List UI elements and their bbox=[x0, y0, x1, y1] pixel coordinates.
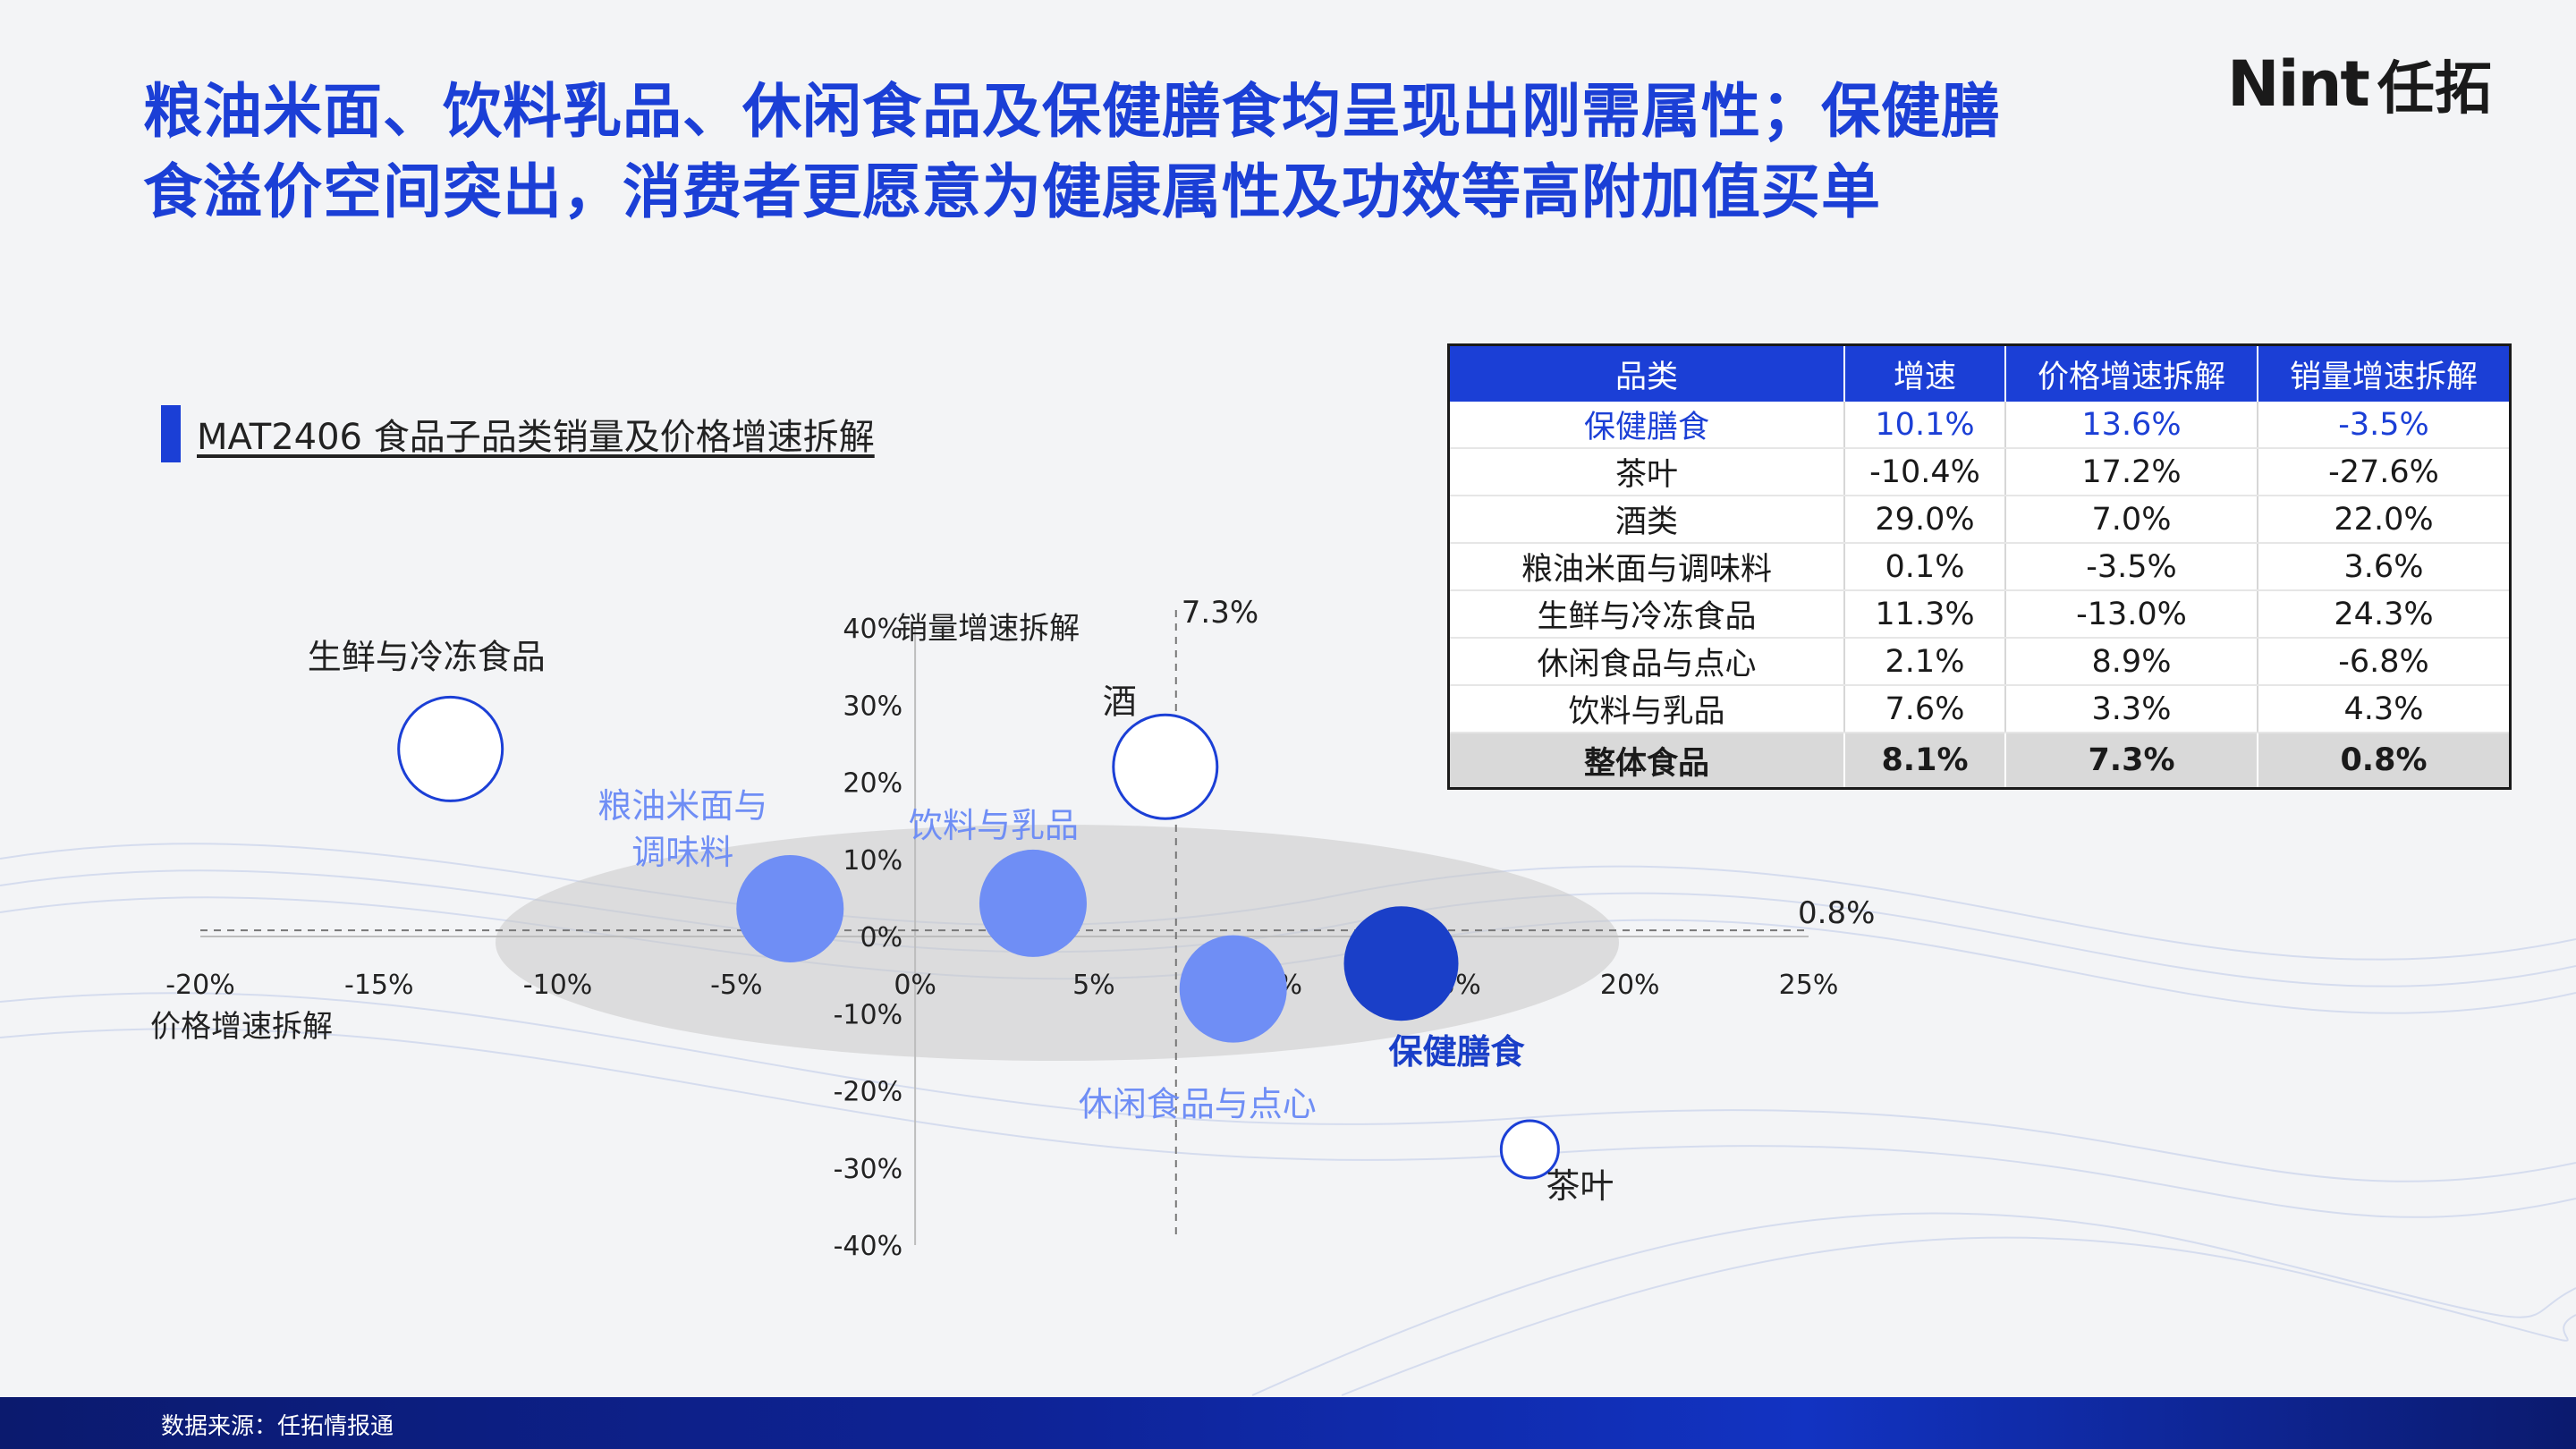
y-tick-label: 0% bbox=[860, 922, 903, 953]
table-cell: 24.3% bbox=[2257, 590, 2511, 639]
table-cell: 整体食品 bbox=[1448, 733, 1844, 790]
table-cell: 2.1% bbox=[1843, 638, 2005, 686]
table-total-row: 整体食品 8.1% 7.3% 0.8% bbox=[1448, 733, 2511, 790]
table-cell: 7.3% bbox=[2004, 733, 2258, 790]
logo-latin: Nint bbox=[2227, 47, 2370, 121]
table-cell: 8.1% bbox=[1843, 733, 2005, 790]
table-cell: 饮料与乳品 bbox=[1448, 685, 1844, 733]
table-cell: 22.0% bbox=[2257, 496, 2511, 544]
y-tick-label: -30% bbox=[834, 1154, 903, 1185]
growth-table: 品类 增速 价格增速拆解 销量增速拆解 保健膳食 10.1% 13.6% -3.… bbox=[1447, 343, 2512, 790]
x-tick-label: 0% bbox=[894, 970, 936, 1001]
bubble-label: 茶叶 bbox=[1546, 1166, 1614, 1206]
table-cell: 休闲食品与点心 bbox=[1448, 638, 1844, 686]
reference-label-volume: 0.8% bbox=[1798, 895, 1875, 931]
x-tick-label: 25% bbox=[1779, 970, 1839, 1001]
table-row: 酒类 29.0% 7.0% 22.0% bbox=[1448, 496, 2511, 544]
y-tick-label: 40% bbox=[843, 614, 902, 645]
data-source-note: 数据来源：任拓情报通 bbox=[161, 1413, 394, 1440]
table-cell: -10.4% bbox=[1843, 448, 2005, 496]
table-cell: -13.0% bbox=[2004, 590, 2258, 639]
x-axis-title: 价格增速拆解 bbox=[150, 1009, 333, 1045]
bubble-label: 保健膳食 bbox=[1388, 1032, 1525, 1072]
x-tick-label: -5% bbox=[710, 970, 762, 1001]
bubble-point bbox=[736, 854, 844, 962]
subtitle-accent-bar bbox=[161, 405, 181, 462]
table-row: 粮油米面与调味料 0.1% -3.5% 3.6% bbox=[1448, 543, 2511, 591]
growth-table-wrap: 品类 增速 价格增速拆解 销量增速拆解 保健膳食 10.1% 13.6% -3.… bbox=[1447, 343, 2512, 790]
subtitle-text: MAT2406 食品子品类销量及价格增速拆解 bbox=[197, 417, 875, 458]
table-cell: -3.5% bbox=[2004, 543, 2258, 591]
table-cell: 0.8% bbox=[2257, 733, 2511, 790]
table-cell: 酒类 bbox=[1448, 496, 1844, 544]
y-tick-label: 20% bbox=[843, 768, 902, 800]
y-axis-title: 销量增速拆解 bbox=[897, 611, 1080, 647]
table-cell: 7.0% bbox=[2004, 496, 2258, 544]
y-tick-label: -40% bbox=[834, 1231, 903, 1262]
table-cell: 生鲜与冷冻食品 bbox=[1448, 590, 1844, 639]
logo-cn: 任拓 bbox=[2377, 56, 2492, 123]
table-cell: 8.9% bbox=[2004, 638, 2258, 686]
reference-label-price: 7.3% bbox=[1182, 595, 1258, 631]
table-row: 休闲食品与点心 2.1% 8.9% -6.8% bbox=[1448, 638, 2511, 686]
footer-bar: 数据来源：任拓情报通 bbox=[0, 1397, 2576, 1449]
table-cell: 粮油米面与调味料 bbox=[1448, 543, 1844, 591]
chart-subtitle: MAT2406 食品子品类销量及价格增速拆解 bbox=[161, 404, 875, 463]
bubble-label: 生鲜与冷冻食品 bbox=[308, 637, 546, 676]
table-cell: -3.5% bbox=[2257, 402, 2511, 449]
bubble-label: 粮油米面与 bbox=[597, 786, 767, 826]
table-cell: 7.6% bbox=[1843, 685, 2005, 733]
table-cell: -6.8% bbox=[2257, 638, 2511, 686]
table-cell: 17.2% bbox=[2004, 448, 2258, 496]
table-row: 生鲜与冷冻食品 11.3% -13.0% 24.3% bbox=[1448, 590, 2511, 639]
bubble-label: 酒 bbox=[1103, 682, 1137, 721]
table-cell: 10.1% bbox=[1843, 402, 2005, 449]
headline-line-1: 粮油米面、饮料乳品、休闲食品及保健膳食均呈现出刚需属性；保健膳 bbox=[143, 77, 2001, 146]
y-tick-label: 30% bbox=[843, 691, 902, 722]
table-cell: -27.6% bbox=[2257, 448, 2511, 496]
x-tick-label: 20% bbox=[1600, 970, 1660, 1001]
table-row: 茶叶 -10.4% 17.2% -27.6% bbox=[1448, 448, 2511, 496]
headline: 粮油米面、饮料乳品、休闲食品及保健膳食均呈现出刚需属性；保健膳 食溢价空间突出，… bbox=[143, 72, 2165, 233]
nint-logo: Nint 任拓 bbox=[2227, 47, 2492, 123]
y-tick-label: -10% bbox=[834, 999, 903, 1030]
x-tick-label: -15% bbox=[344, 970, 414, 1001]
table-row: 保健膳食 10.1% 13.6% -3.5% bbox=[1448, 402, 2511, 449]
table-cell: 11.3% bbox=[1843, 590, 2005, 639]
bubble-point bbox=[979, 849, 1087, 957]
x-tick-label: -20% bbox=[165, 970, 235, 1001]
bubble-label: 休闲食品与点心 bbox=[1079, 1085, 1317, 1124]
table-cell: 保健膳食 bbox=[1448, 402, 1844, 449]
bubble-point bbox=[1112, 713, 1219, 820]
table-cell: 3.6% bbox=[2257, 543, 2511, 591]
table-row: 饮料与乳品 7.6% 3.3% 4.3% bbox=[1448, 685, 2511, 733]
table-cell: 茶叶 bbox=[1448, 448, 1844, 496]
table-cell: 13.6% bbox=[2004, 402, 2258, 449]
table-header-row: 品类 增速 价格增速拆解 销量增速拆解 bbox=[1448, 344, 2511, 402]
table-header-category: 品类 bbox=[1448, 344, 1844, 402]
y-tick-label: 10% bbox=[843, 845, 902, 877]
table-header-price: 价格增速拆解 bbox=[2004, 344, 2258, 402]
table-cell: 3.3% bbox=[2004, 685, 2258, 733]
bubble-point bbox=[1499, 1119, 1560, 1180]
y-tick-label: -20% bbox=[834, 1077, 903, 1108]
bubble-label: 饮料与乳品 bbox=[909, 806, 1079, 845]
table-header-volume: 销量增速拆解 bbox=[2257, 344, 2511, 402]
table-cell: 0.1% bbox=[1843, 543, 2005, 591]
table-cell: 4.3% bbox=[2257, 685, 2511, 733]
x-tick-label: 5% bbox=[1072, 970, 1115, 1001]
bubble-point bbox=[1343, 906, 1459, 1021]
headline-line-2: 食溢价空间突出，消费者更愿意为健康属性及功效等高附加值买单 bbox=[143, 157, 1881, 226]
x-tick-label: -10% bbox=[523, 970, 593, 1001]
bubble-label: 调味料 bbox=[631, 833, 733, 872]
bubble-point bbox=[1179, 935, 1287, 1043]
bubble-point bbox=[397, 695, 504, 802]
table-cell: 29.0% bbox=[1843, 496, 2005, 544]
table-header-growth: 增速 bbox=[1843, 344, 2005, 402]
